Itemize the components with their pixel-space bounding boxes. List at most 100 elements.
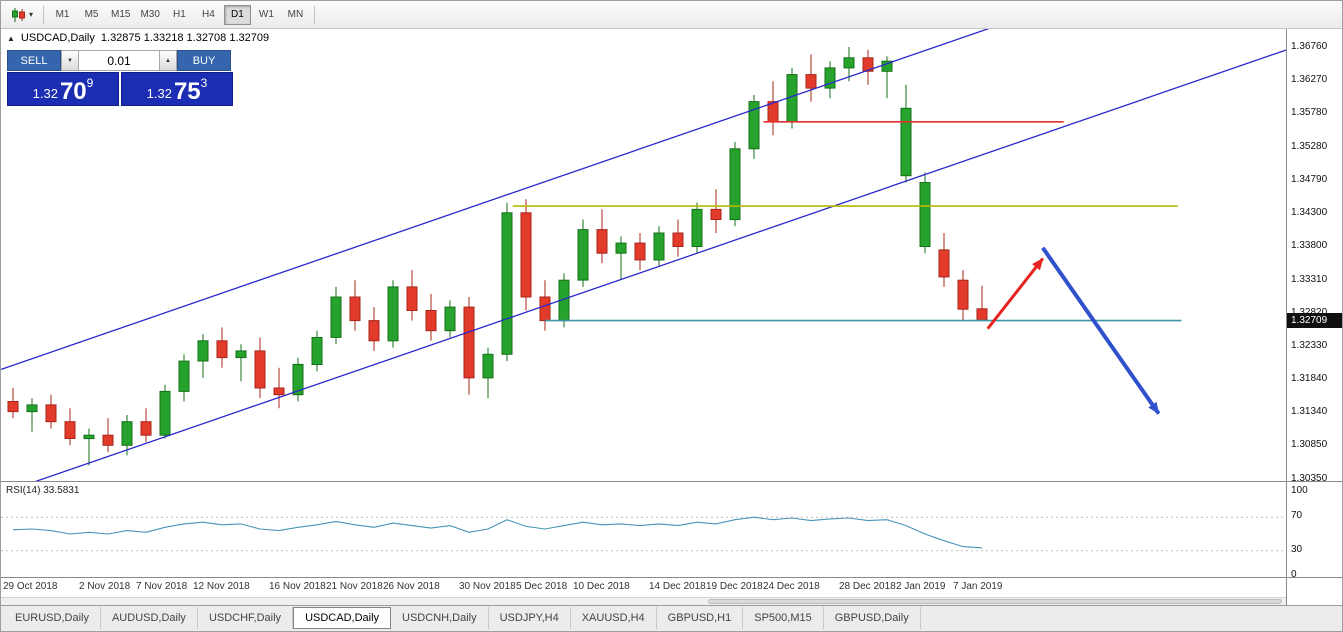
axis-separator: [1287, 481, 1342, 482]
volume-down-icon: ▼: [67, 57, 73, 64]
timeframe-button-mn[interactable]: MN: [287, 8, 304, 20]
timeframe-button-m30[interactable]: M30: [140, 8, 160, 20]
chart-tab-usdchf-daily[interactable]: USDCHF,Daily: [198, 607, 294, 629]
time-axis-label: 7 Jan 2019: [953, 581, 1003, 592]
candle: [615, 236, 627, 281]
time-axis-label: 26 Nov 2018: [383, 581, 440, 592]
candle: [919, 172, 931, 254]
chart-tab-audusd-daily[interactable]: AUDUSD,Daily: [101, 607, 198, 629]
time-axis-label: 30 Nov 2018: [459, 581, 516, 592]
candle: [197, 334, 209, 378]
time-axis-label: 19 Dec 2018: [706, 581, 763, 592]
sell-price-sup: 9: [86, 76, 94, 90]
candle: [938, 233, 950, 287]
chart-ohlc-values: 1.32875 1.33218 1.32708 1.32709: [100, 32, 270, 44]
rsi-axis-label: 30: [1291, 544, 1303, 555]
rsi-axis-label: 100: [1291, 485, 1308, 496]
buy-price-quote[interactable]: 1.32 75 3: [121, 72, 233, 106]
time-axis-label: 5 Dec 2018: [516, 581, 568, 592]
price-axis-label: 1.36270: [1291, 74, 1328, 85]
price-axis-label: 1.34300: [1291, 207, 1328, 218]
scrollbar-thumb[interactable]: [707, 599, 1282, 604]
chart-tab-xauusd-h4[interactable]: XAUUSD,H4: [571, 607, 657, 629]
candle: [805, 54, 817, 102]
candle: [520, 199, 532, 311]
horizontal-scrollbar[interactable]: [1, 597, 1286, 605]
sell-button[interactable]: SELL: [7, 50, 61, 71]
candle: [64, 408, 76, 446]
candlestick-chart-icon: [12, 7, 25, 22]
rsi-axis-label: 0: [1291, 569, 1297, 580]
chart-column: ▲ USDCAD,Daily 1.32875 1.33218 1.32708 1…: [1, 29, 1286, 605]
candle: [976, 285, 988, 321]
timeframe-toolbar: M1 M5 M15 M30 H1 H4 D1 W1 MN: [49, 4, 309, 25]
volume-increase-button[interactable]: ▲: [159, 50, 177, 71]
toolbar-separator: [43, 5, 45, 24]
chart-title: ▲ USDCAD,Daily 1.32875 1.33218 1.32708 1…: [7, 32, 269, 44]
chart-tab-gbpusd-h1[interactable]: GBPUSD,H1: [657, 607, 744, 629]
time-axis-label: 16 Nov 2018: [269, 581, 326, 592]
time-axis-label: 24 Dec 2018: [763, 581, 820, 592]
chart-type-button[interactable]: ▾: [6, 4, 38, 26]
collapse-panel-icon[interactable]: ▲: [7, 33, 15, 43]
price-axis-label: 1.35780: [1291, 107, 1328, 118]
chart-symbol-label: USDCAD,Daily: [20, 32, 95, 44]
time-axis-label: 28 Dec 2018: [839, 581, 896, 592]
candle: [26, 398, 38, 432]
rsi-indicator-panel[interactable]: RSI(14) 33.5831: [1, 481, 1286, 577]
volume-decrease-button[interactable]: ▼: [61, 50, 79, 71]
timeframe-button-m15[interactable]: M15: [111, 8, 131, 20]
timeframe-button-w1[interactable]: W1: [258, 8, 274, 20]
candle: [273, 367, 285, 409]
candle: [444, 300, 456, 338]
timeframe-button-m5[interactable]: M5: [84, 8, 99, 20]
sell-price-quote[interactable]: 1.32 70 9: [7, 72, 119, 106]
chart-tab-usdcnh-daily[interactable]: USDCNH,Daily: [391, 607, 489, 629]
time-axis-label: 7 Nov 2018: [136, 581, 188, 592]
candle: [748, 94, 760, 159]
timeframe-button-m1[interactable]: M1: [55, 8, 70, 20]
candle: [577, 219, 589, 287]
timeframe-button-h4[interactable]: H4: [202, 8, 215, 20]
time-axis: 29 Oct 2018 2 Nov 2018 7 Nov 2018 12 Nov 20…: [1, 577, 1286, 597]
buy-button[interactable]: BUY: [177, 50, 231, 71]
channel-lower-line[interactable]: [1, 37, 1286, 481]
toolbar: ▾ M1 M5 M15 M30 H1 H4 D1 W1 MN: [1, 1, 1342, 29]
rsi-value-label: RSI(14) 33.5831: [6, 485, 80, 496]
timeframe-button-d1[interactable]: D1: [223, 4, 251, 25]
chart-tab-usdjpy-h4[interactable]: USDJPY,H4: [489, 607, 571, 629]
price-axis-label: 1.36760: [1291, 41, 1328, 52]
candle: [102, 418, 114, 452]
chart-tab-sp500-m15[interactable]: SP500,M15: [743, 607, 824, 629]
chart-tab-eurusd-daily[interactable]: EURUSD,Daily: [4, 607, 101, 629]
bullish-scenario-arrow[interactable]: [986, 257, 1044, 330]
timeframe-button-h1[interactable]: H1: [173, 8, 186, 20]
price-axis-label: 1.33800: [1291, 240, 1328, 251]
candle: [83, 428, 95, 466]
candle: [767, 81, 779, 136]
candle: [178, 354, 190, 402]
chart-workspace: ▲ USDCAD,Daily 1.32875 1.33218 1.32708 1…: [1, 29, 1342, 605]
buy-price-sup: 3: [200, 76, 208, 90]
time-axis-label: 21 Nov 2018: [326, 581, 383, 592]
candle: [957, 270, 969, 321]
candle: [140, 408, 152, 442]
candle: [862, 49, 874, 85]
price-chart-area[interactable]: ▲ USDCAD,Daily 1.32875 1.33218 1.32708 1…: [1, 29, 1286, 481]
chart-tab-gbpusd-daily[interactable]: GBPUSD,Daily: [824, 607, 921, 629]
volume-up-icon: ▲: [165, 57, 171, 64]
price-axis-label: 1.32820: [1291, 307, 1327, 318]
channel-upper-line[interactable]: [1, 29, 1115, 372]
volume-input[interactable]: [79, 50, 159, 71]
time-axis-label: 2 Jan 2019: [896, 581, 946, 592]
price-axis-label: 1.32330: [1291, 340, 1328, 351]
candle: [653, 226, 665, 267]
candle: [387, 280, 399, 348]
price-axis-label: 1.35280: [1291, 141, 1328, 152]
bearish-scenario-arrow[interactable]: [1041, 246, 1161, 415]
chart-tab-usdcad-daily[interactable]: USDCAD,Daily: [293, 607, 392, 629]
rsi-axis-label: 70: [1291, 510, 1303, 521]
candle: [235, 344, 247, 382]
candle: [7, 388, 19, 419]
